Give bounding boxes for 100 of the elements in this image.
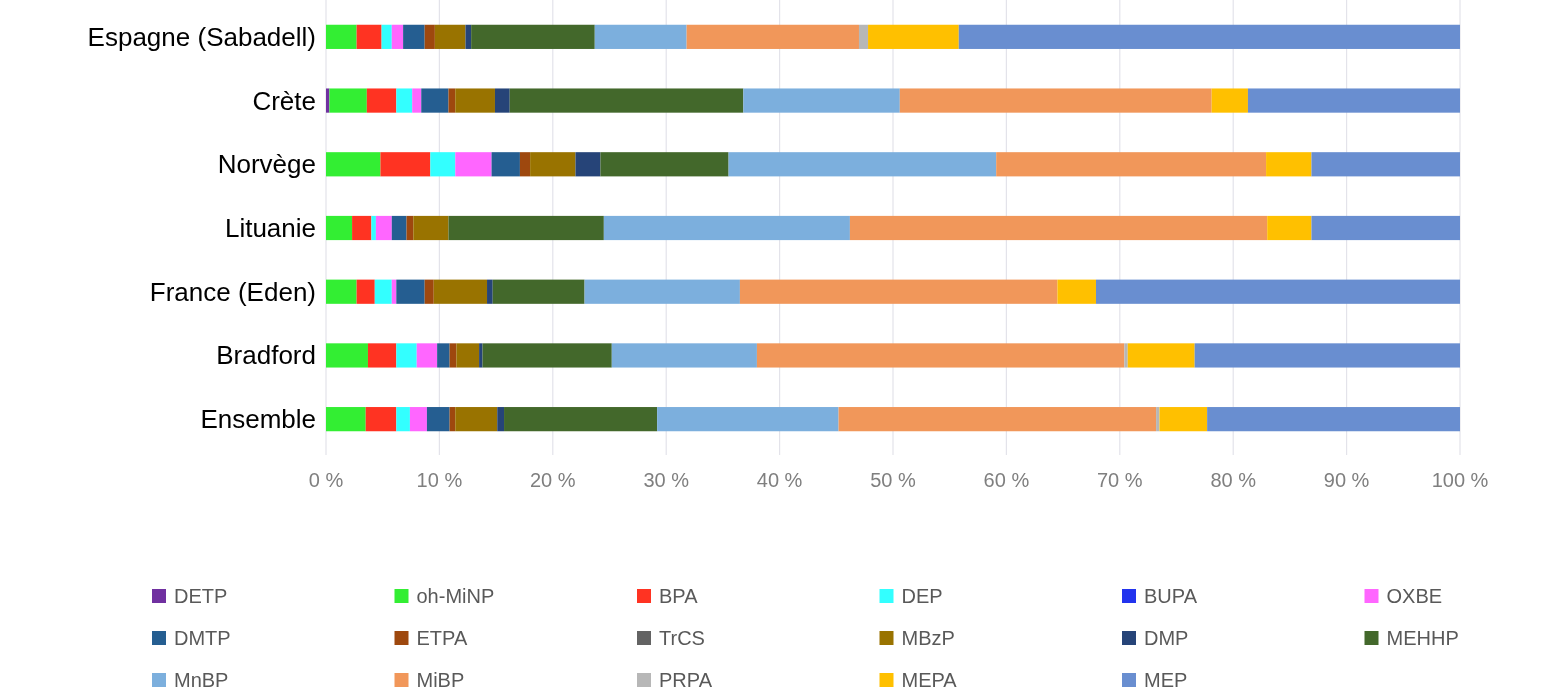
- legend-label: DETP: [174, 585, 228, 607]
- y-tick-label: Espagne (Sabadell): [87, 21, 316, 52]
- bar: [611, 343, 757, 368]
- bar: [1127, 343, 1195, 368]
- bar: [756, 343, 1125, 368]
- x-tick-label: 30 %: [643, 469, 690, 491]
- bar: [396, 343, 417, 368]
- legend-label: DMTP: [174, 627, 231, 649]
- bar: [426, 407, 450, 432]
- bar: [996, 152, 1267, 177]
- legend-label: oh-MiNP: [416, 585, 495, 607]
- bar: [487, 279, 493, 304]
- bar: [391, 215, 407, 241]
- bar: [326, 407, 366, 432]
- bar: [396, 279, 425, 304]
- y-tick-label: France (Eden): [149, 276, 316, 307]
- bar: [868, 24, 959, 49]
- bar: [412, 88, 422, 113]
- bar: [491, 152, 520, 177]
- bar: [1267, 215, 1312, 241]
- bar: [465, 24, 472, 49]
- bar: [575, 152, 601, 177]
- x-tick-label: 20 %: [530, 469, 576, 491]
- bar: [743, 88, 900, 113]
- bar: [434, 24, 466, 49]
- legend-label: MnBP: [174, 669, 229, 691]
- bar: [1159, 407, 1208, 432]
- bar: [326, 88, 330, 113]
- bar: [958, 24, 1460, 49]
- bar: [530, 152, 576, 177]
- bar: [329, 88, 367, 113]
- bar: [381, 24, 392, 49]
- bar: [448, 215, 604, 241]
- bar: [728, 152, 997, 177]
- bar: [409, 407, 427, 432]
- legend-label: DEP: [901, 585, 943, 607]
- bar: [479, 343, 483, 368]
- bar: [413, 215, 449, 241]
- bar: [449, 343, 457, 368]
- legend-label: BUPA: [1144, 585, 1198, 607]
- bar: [482, 343, 612, 368]
- bar: [371, 215, 376, 241]
- bar: [326, 343, 368, 368]
- bar: [403, 24, 425, 49]
- bar: [352, 215, 372, 241]
- legend-label: PRPA: [659, 669, 713, 691]
- bar: [492, 279, 585, 304]
- bar: [584, 279, 740, 304]
- bar: [603, 215, 850, 241]
- bar: [396, 88, 413, 113]
- bar: [1266, 152, 1312, 177]
- bar: [519, 152, 531, 177]
- bar: [456, 343, 480, 368]
- bar: [686, 24, 859, 49]
- bar: [594, 24, 687, 49]
- bar: [1247, 88, 1460, 113]
- bar: [424, 279, 434, 304]
- legend-label: MEP: [1144, 669, 1188, 691]
- bar: [1207, 407, 1460, 432]
- bar: [1124, 343, 1128, 368]
- y-tick-label: Crète: [252, 85, 316, 116]
- bar: [899, 88, 1212, 113]
- bar: [1211, 88, 1248, 113]
- legend-label: DMP: [1144, 627, 1189, 649]
- legend-label: TrCS: [659, 627, 705, 649]
- bar: [448, 88, 456, 113]
- bar: [1194, 343, 1460, 368]
- y-tick-label: Bradford: [216, 340, 316, 371]
- y-tick-label: Lituanie: [224, 213, 316, 243]
- x-tick-label: 80 %: [1210, 469, 1257, 491]
- legend-label: MiBP: [416, 669, 465, 691]
- bar: [504, 407, 658, 432]
- y-tick-label: Ensemble: [200, 404, 316, 435]
- legend-label: MEPA: [901, 669, 958, 691]
- bar: [430, 152, 456, 177]
- legend-label: ETPA: [416, 627, 468, 649]
- legend-label: MEHHP: [1386, 627, 1459, 649]
- bar: [1311, 215, 1460, 241]
- bar: [600, 152, 729, 177]
- x-tick-label: 10 %: [416, 469, 463, 491]
- bar: [326, 152, 381, 177]
- legend-label: OXBE: [1386, 585, 1443, 607]
- bar: [380, 152, 431, 177]
- bar: [437, 343, 450, 368]
- bar: [326, 279, 357, 304]
- bar: [366, 88, 397, 113]
- bar: [455, 88, 495, 113]
- bar: [739, 279, 1058, 304]
- bar: [374, 279, 392, 304]
- x-tick-label: 100 %: [1431, 469, 1489, 491]
- bar: [858, 24, 869, 49]
- bar: [455, 152, 492, 177]
- bar: [326, 215, 353, 241]
- bar: [657, 407, 839, 432]
- x-tick-label: 70 %: [1097, 469, 1143, 491]
- bar: [356, 279, 375, 304]
- bar: [396, 407, 410, 432]
- bar: [367, 343, 397, 368]
- bar: [1311, 152, 1460, 177]
- bar: [471, 24, 595, 49]
